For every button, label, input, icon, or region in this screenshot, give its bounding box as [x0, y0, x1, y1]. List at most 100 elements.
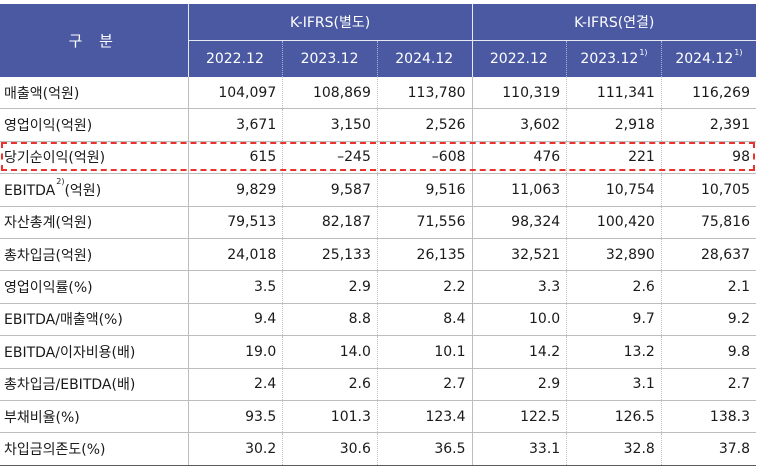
- row-label: 차입금의존도(%): [0, 432, 189, 466]
- value-cell: 93.5: [188, 400, 284, 434]
- value-cell: 2.6: [566, 270, 662, 304]
- value-cell: 2.9: [282, 270, 378, 304]
- value-cell: 8.8: [282, 303, 378, 337]
- table-row: EBITDA2)(억원) 9,829 9,587 9,516 11,063 10,754 1…: [0, 173, 756, 207]
- value-cell: 9,829: [188, 173, 284, 207]
- value-cell: 138.3: [661, 400, 756, 434]
- row-label: 총차입금(억원): [0, 238, 189, 272]
- group-header-separate: K-IFRS(별도): [188, 4, 473, 41]
- year-header: 2024.12: [377, 40, 473, 77]
- value-cell: 111,341: [566, 77, 662, 110]
- table-body: 매출액(억원) 104,097 108,869 113,780 110,319 111,3…: [0, 77, 756, 466]
- value-cell: –245: [282, 141, 378, 175]
- value-cell: 116,269: [661, 77, 756, 110]
- year-header: 2022.12: [471, 40, 568, 77]
- value-cell: 2.7: [377, 368, 473, 401]
- value-cell: 9,516: [377, 173, 473, 207]
- value-cell: 3.3: [472, 270, 568, 304]
- value-cell: 30.2: [188, 432, 284, 466]
- value-cell: 476: [472, 141, 568, 175]
- table-row: 영업이익(억원) 3,671 3,150 2,526 3,602 2,918 2,391: [0, 108, 756, 142]
- row-label: 당기순이익(억원): [0, 141, 189, 175]
- value-cell: 75,816: [661, 206, 756, 239]
- value-cell: 2,918: [566, 108, 662, 142]
- value-cell: 113,780: [377, 77, 473, 110]
- value-cell: 3,602: [472, 108, 568, 142]
- table-row: EBITDA/매출액(%) 9.4 8.8 8.4 10.0 9.7 9.2: [0, 303, 756, 337]
- value-cell: 108,869: [282, 77, 378, 110]
- value-cell: 2.1: [661, 270, 756, 304]
- year-header: 2022.12: [188, 40, 284, 77]
- value-cell: 26,135: [377, 238, 473, 272]
- value-cell: 110,319: [472, 77, 568, 110]
- row-label: 부채비율(%): [0, 400, 189, 434]
- value-cell: 10.1: [377, 335, 473, 369]
- value-cell: 9,587: [282, 173, 378, 207]
- value-cell: 14.0: [282, 335, 378, 369]
- value-cell: –608: [377, 141, 473, 175]
- value-cell: 9.4: [188, 303, 284, 337]
- table-row: 매출액(억원) 104,097 108,869 113,780 110,319 111,3…: [0, 77, 756, 110]
- value-cell: 10,754: [566, 173, 662, 207]
- value-cell: 3.5: [188, 270, 284, 304]
- row-label: EBITDA2)(억원): [0, 173, 189, 207]
- value-cell: 32,890: [566, 238, 662, 272]
- group-header-consolidated: K-IFRS(연결): [471, 4, 756, 41]
- value-cell: 30.6: [282, 432, 378, 466]
- value-cell: 25,133: [282, 238, 378, 272]
- table-row: 총차입금(억원) 24,018 25,133 26,135 32,521 32,890 28…: [0, 238, 756, 272]
- value-cell: 104,097: [188, 77, 284, 110]
- row-label: EBITDA/매출액(%): [0, 303, 189, 337]
- value-cell: 221: [566, 141, 662, 175]
- value-cell: 13.2: [566, 335, 662, 369]
- row-label: 자산총계(억원): [0, 206, 189, 239]
- label-column-header: 구 분: [0, 4, 189, 77]
- value-cell: 2,391: [661, 108, 756, 142]
- value-cell: 32,521: [472, 238, 568, 272]
- value-cell: 79,513: [188, 206, 284, 239]
- value-cell: 3.1: [566, 368, 662, 401]
- value-cell: 98,324: [472, 206, 568, 239]
- value-cell: 33.1: [472, 432, 568, 466]
- value-cell: 14.2: [472, 335, 568, 369]
- table-row: 차입금의존도(%) 30.2 30.6 36.5 33.1 32.8 37.8: [0, 432, 756, 466]
- year-header: 2023.12: [282, 40, 378, 77]
- value-cell: 82,187: [282, 206, 378, 239]
- value-cell: 615: [188, 141, 284, 175]
- row-label: 영업이익(억원): [0, 108, 189, 142]
- year-header: 2024.121): [661, 40, 756, 77]
- table-row: 당기순이익(억원) 615 –245 –608 476 221 98: [0, 141, 756, 175]
- value-cell: 122.5: [472, 400, 568, 434]
- value-cell: 3,150: [282, 108, 378, 142]
- value-cell: 37.8: [661, 432, 756, 466]
- value-cell: 98: [661, 141, 756, 175]
- value-cell: 36.5: [377, 432, 473, 466]
- value-cell: 3,671: [188, 108, 284, 142]
- value-cell: 9.7: [566, 303, 662, 337]
- value-cell: 101.3: [282, 400, 378, 434]
- value-cell: 19.0: [188, 335, 284, 369]
- value-cell: 24,018: [188, 238, 284, 272]
- value-cell: 8.4: [377, 303, 473, 337]
- table-header: 구 분 K-IFRS(별도) K-IFRS(연결) 2022.12 2023.1…: [0, 4, 756, 77]
- value-cell: 2.6: [282, 368, 378, 401]
- table-row: 자산총계(억원) 79,513 82,187 71,556 98,324 100,420 7…: [0, 206, 756, 239]
- value-cell: 10,705: [661, 173, 756, 207]
- value-cell: 32.8: [566, 432, 662, 466]
- value-cell: 10.0: [472, 303, 568, 337]
- value-cell: 2.9: [472, 368, 568, 401]
- value-cell: 100,420: [566, 206, 662, 239]
- value-cell: 2.4: [188, 368, 284, 401]
- value-cell: 2.2: [377, 270, 473, 304]
- row-label: 매출액(억원): [0, 77, 189, 110]
- row-label: 총차입금/EBITDA(배): [0, 368, 189, 401]
- table-row: 총차입금/EBITDA(배) 2.4 2.6 2.7 2.9 3.1 2.7: [0, 368, 756, 401]
- value-cell: 71,556: [377, 206, 473, 239]
- table-row: EBITDA/이자비용(배) 19.0 14.0 10.1 14.2 13.2 9.8: [0, 335, 756, 369]
- value-cell: 11,063: [472, 173, 568, 207]
- value-cell: 28,637: [661, 238, 756, 272]
- value-cell: 9.2: [661, 303, 756, 337]
- value-cell: 9.8: [661, 335, 756, 369]
- value-cell: 2,526: [377, 108, 473, 142]
